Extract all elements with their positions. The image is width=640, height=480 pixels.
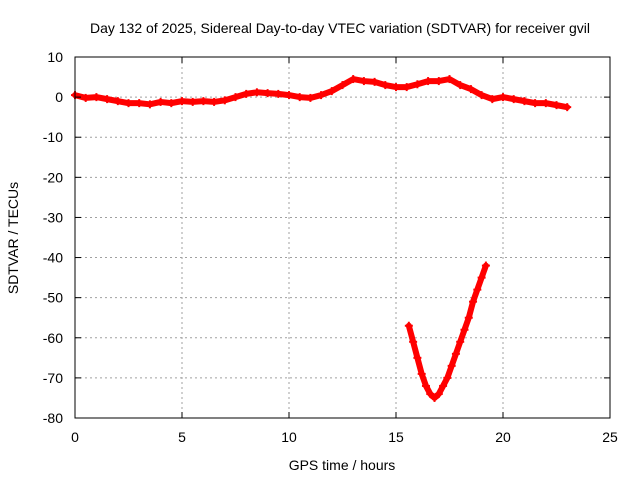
y-tick-label: 0: [55, 89, 63, 105]
data-point: [188, 97, 197, 106]
data-point: [113, 97, 122, 106]
data-point: [392, 83, 400, 92]
y-tick-label: -80: [43, 410, 63, 426]
y-tick-label: -20: [43, 169, 63, 185]
data-point: [499, 93, 507, 102]
y-tick-label: -60: [43, 330, 63, 346]
chart-title: Day 132 of 2025, Sidereal Day-to-day VTE…: [90, 20, 590, 36]
grid: [75, 57, 610, 418]
x-tick-label: 25: [602, 429, 618, 445]
data-point: [430, 393, 439, 402]
x-tick-label: 20: [495, 429, 511, 445]
data-point: [92, 93, 101, 102]
data-point: [274, 89, 283, 98]
data-point: [338, 81, 347, 90]
data-point: [135, 99, 144, 108]
data-point: [531, 99, 540, 108]
data-point: [469, 297, 478, 306]
data-point: [473, 285, 482, 294]
data-point: [439, 381, 448, 390]
data-point: [563, 103, 572, 112]
data-point: [370, 77, 379, 86]
data-point: [124, 99, 133, 108]
data-point: [156, 97, 165, 106]
data-point: [404, 321, 413, 330]
x-tick-label: 0: [71, 429, 79, 445]
data-point: [421, 381, 430, 390]
data-point: [327, 87, 336, 96]
data-point: [242, 89, 251, 98]
y-tick-label: 10: [47, 49, 63, 65]
data-point: [231, 93, 240, 102]
data-point: [464, 313, 473, 322]
data-point: [434, 77, 443, 86]
data-point: [488, 95, 497, 104]
data-point: [445, 75, 454, 84]
x-tick-label: 5: [178, 429, 186, 445]
data-point: [263, 89, 272, 98]
data-point: [552, 101, 561, 110]
data-point: [295, 93, 304, 102]
plot-frame: [74, 56, 611, 419]
y-tick-label: -40: [43, 250, 63, 266]
x-tick-label: 15: [388, 429, 404, 445]
data-point: [509, 95, 518, 104]
y-tick-label: -10: [43, 129, 63, 145]
data-point: [456, 81, 465, 90]
data-point: [103, 95, 112, 104]
data-layer: [71, 75, 572, 402]
data-point: [424, 77, 433, 86]
data-point: [359, 77, 368, 86]
data-point: [306, 93, 315, 102]
data-point: [285, 91, 293, 100]
data-point: [460, 325, 469, 334]
data-point: [434, 389, 443, 398]
data-point: [381, 81, 390, 90]
y-axis-label: SDTVAR / TECUs: [5, 182, 21, 294]
data-point: [252, 88, 261, 97]
data-point: [402, 83, 411, 92]
data-point: [466, 85, 475, 94]
data-point: [456, 337, 465, 346]
data-point: [167, 99, 176, 108]
data-point: [443, 373, 452, 382]
data-point: [451, 349, 460, 358]
data-point: [426, 389, 435, 398]
data-point: [220, 96, 229, 105]
data-point: [317, 91, 326, 100]
data-point: [81, 93, 90, 102]
x-axis-label: GPS time / hours: [289, 457, 396, 473]
data-point: [409, 337, 418, 346]
data-point: [447, 361, 456, 370]
data-point: [520, 97, 529, 106]
data-point: [481, 261, 490, 270]
y-tick-label: -30: [43, 209, 63, 225]
data-point: [477, 91, 486, 100]
x-tick-label: 10: [281, 429, 297, 445]
data-point: [210, 97, 219, 106]
data-point: [413, 80, 422, 89]
data-point: [178, 97, 186, 106]
y-tick-label: -50: [43, 290, 63, 306]
y-tick-label: -70: [43, 370, 63, 386]
ticks: 0 5 10 15 20 25 10 0 -10 -20 -30 -40 -50 -60 -70 -80: [43, 49, 618, 445]
data-point: [477, 273, 486, 282]
data-point: [541, 99, 550, 108]
data-point: [199, 97, 208, 106]
data-point: [413, 353, 422, 362]
data-point: [417, 369, 426, 378]
data-point: [145, 100, 154, 109]
data-point: [349, 75, 358, 84]
